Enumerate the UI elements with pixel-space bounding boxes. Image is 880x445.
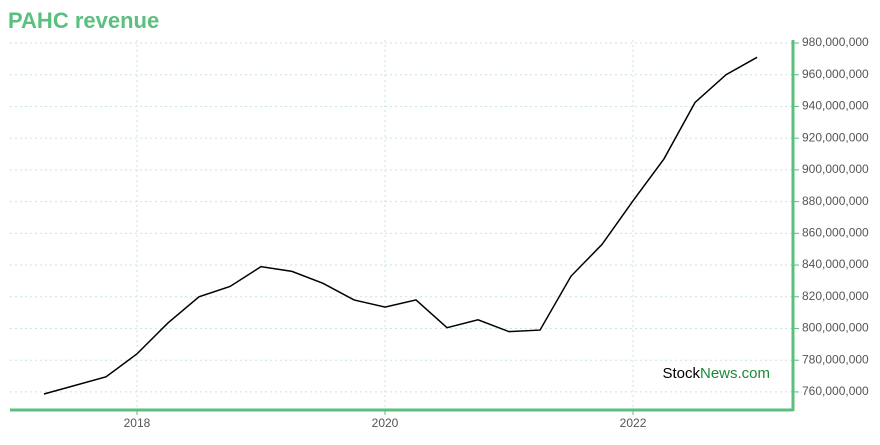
y-tick-label: 780,000,000 [802,352,869,366]
watermark: StockNews.com [662,365,770,382]
y-tick-label: 860,000,000 [802,225,869,239]
y-tick-label: 820,000,000 [802,289,869,303]
y-tick-label: 940,000,000 [802,99,869,113]
watermark-part: Stock [662,365,700,382]
y-tick-label: 900,000,000 [802,162,869,176]
y-tick-label: 920,000,000 [802,130,869,144]
y-tick-label: 760,000,000 [802,384,869,398]
watermark-part: News.com [700,365,770,382]
x-tick-label: 2018 [124,416,151,430]
x-tick-label: 2020 [372,416,399,430]
chart-title: PAHC revenue [8,8,159,33]
series-line [43,56,758,395]
y-tick-label: 840,000,000 [802,257,869,271]
x-tick-label: 2022 [620,416,647,430]
y-tick-label: 980,000,000 [802,35,869,49]
y-tick-label: 800,000,000 [802,321,869,335]
y-tick-label: 960,000,000 [802,67,869,81]
y-tick-label: 880,000,000 [802,194,869,208]
